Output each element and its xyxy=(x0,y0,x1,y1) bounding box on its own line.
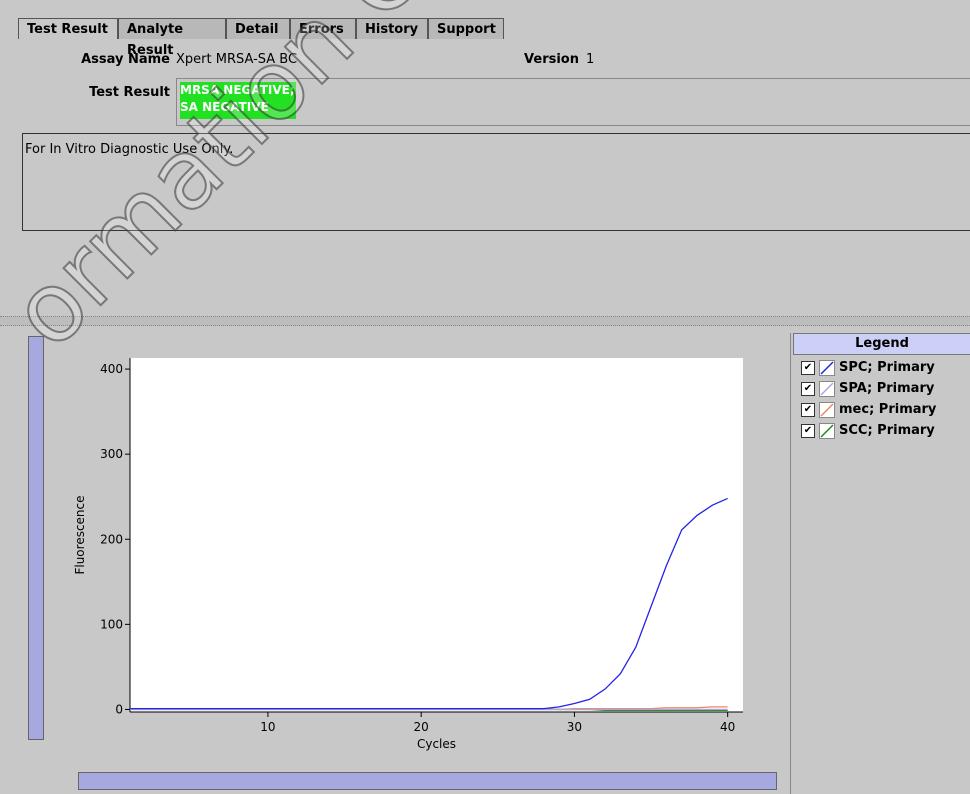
y-tick-label: 200 xyxy=(100,532,123,546)
legend-label: SPA; Primary xyxy=(839,381,935,396)
checkbox[interactable]: ✔ xyxy=(801,402,815,417)
assay-value: Xpert MRSA-SA BC xyxy=(176,52,298,67)
x-tick-label: 20 xyxy=(414,720,429,734)
result-line: SA NEGATIVE xyxy=(180,100,269,114)
result-highlight: MRSA NEGATIVE; SA NEGATIVE xyxy=(180,82,296,119)
checkbox[interactable]: ✔ xyxy=(801,381,815,396)
swatch-icon xyxy=(820,381,834,396)
x-axis-label: Cycles xyxy=(417,737,456,751)
legend-swatch xyxy=(819,422,835,439)
swatch-line xyxy=(820,423,834,438)
version-label: Version xyxy=(524,52,579,67)
y-tick-label: 100 xyxy=(100,617,123,631)
tab[interactable]: Test Result xyxy=(18,18,118,39)
splitter[interactable] xyxy=(0,316,970,326)
swatch-line xyxy=(820,381,834,396)
tab[interactable]: Errors xyxy=(290,18,356,39)
legend-entry[interactable]: ✔ mec; Primary xyxy=(801,401,936,419)
result-line: MRSA NEGATIVE; xyxy=(180,83,295,97)
chart: 0 100 200 300 400 10 20 30 40 Cycles Fluorescence xyxy=(73,358,743,751)
legend-label: mec; Primary xyxy=(839,402,937,417)
result-label: Test Result xyxy=(89,85,170,100)
checkbox[interactable]: ✔ xyxy=(801,423,815,438)
y-axis-label: Fluorescence xyxy=(73,495,87,574)
note-box: For In Vitro Diagnostic Use Only. xyxy=(22,133,970,231)
legend-title: Legend xyxy=(793,333,970,355)
legend-entry[interactable]: ✔ SPA; Primary xyxy=(801,380,934,398)
assay-label: Assay Name xyxy=(81,52,170,67)
tab[interactable]: Support xyxy=(428,18,504,39)
swatch-line xyxy=(820,360,834,375)
vertical-slider[interactable] xyxy=(28,336,44,740)
legend-swatch xyxy=(819,401,835,418)
y-tick-label: 0 xyxy=(115,702,123,716)
tab[interactable]: History xyxy=(356,18,428,39)
swatch-icon xyxy=(820,423,834,438)
legend-label: SCC; Primary xyxy=(839,423,935,438)
tab[interactable]: Detail xyxy=(226,18,290,39)
swatch-icon xyxy=(820,360,834,375)
series-line xyxy=(130,497,728,710)
swatch-line xyxy=(820,402,834,417)
horizontal-slider[interactable] xyxy=(78,772,777,790)
legend-panel: Legend ✔ SPC; Primary ✔ SPA; Primary ✔ mec; P… xyxy=(790,333,970,794)
swatch-icon xyxy=(820,402,834,417)
x-tick-label: 30 xyxy=(567,720,582,734)
checkbox[interactable]: ✔ xyxy=(801,360,815,375)
y-tick-label: 400 xyxy=(100,362,123,376)
x-tick-label: 10 xyxy=(260,720,275,734)
legend-entry[interactable]: ✔ SPC; Primary xyxy=(801,359,935,377)
tab[interactable]: Analyte Result xyxy=(118,18,226,58)
y-tick-label: 300 xyxy=(100,447,123,461)
legend-label: SPC; Primary xyxy=(839,360,935,375)
version-value: 1 xyxy=(586,52,595,67)
plot-area xyxy=(130,358,743,712)
legend-swatch xyxy=(819,359,835,376)
x-tick-label: 40 xyxy=(720,720,735,734)
result-box: MRSA NEGATIVE; SA NEGATIVE xyxy=(176,78,970,126)
legend-swatch xyxy=(819,380,835,397)
legend-entry[interactable]: ✔ SCC; Primary xyxy=(801,422,935,440)
